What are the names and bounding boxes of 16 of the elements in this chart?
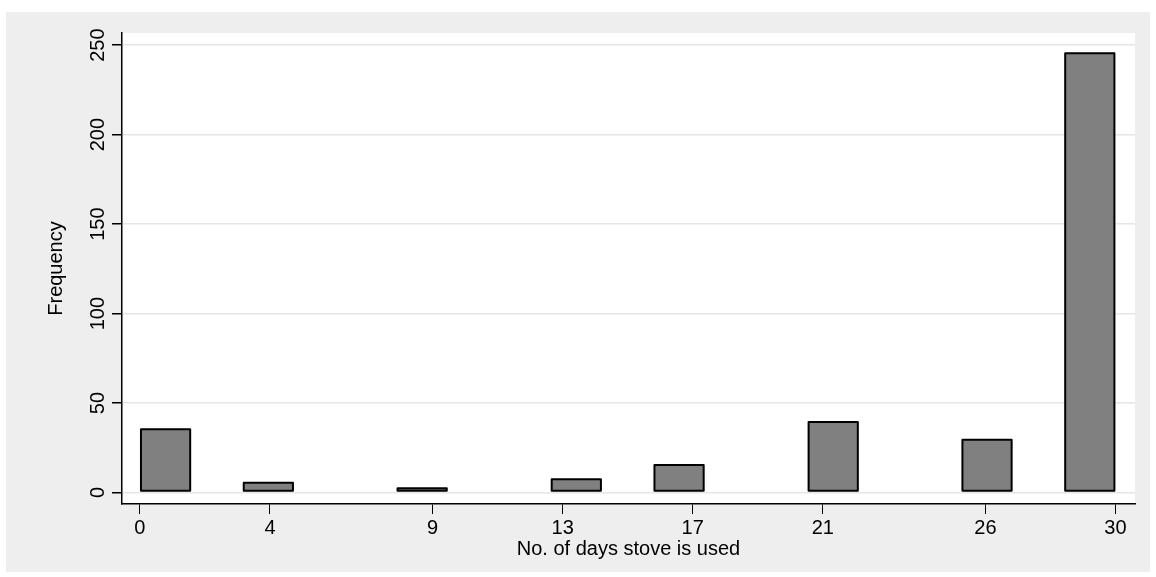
y-tick-label: 150	[85, 207, 108, 241]
y-tick-label: 200	[85, 117, 108, 152]
y-tick-label: 50	[85, 391, 108, 415]
y-tick-label: 0	[85, 486, 108, 499]
y-tick-label: 100	[85, 296, 108, 331]
x-tick-label: 4	[264, 515, 276, 538]
x-axis-title: No. of days stove is used	[516, 536, 741, 559]
x-tick-label: 13	[551, 515, 574, 538]
x-tick-label: 0	[134, 515, 146, 538]
x-tick-label: 21	[811, 515, 834, 538]
x-tick-label: 17	[681, 515, 704, 538]
x-tick-label: 26	[974, 515, 997, 538]
x-tick-label: 30	[1104, 515, 1127, 538]
x-tick-label: 9	[427, 515, 439, 538]
y-axis-title: Frequency	[43, 221, 66, 316]
y-tick-label: 250	[85, 28, 108, 62]
